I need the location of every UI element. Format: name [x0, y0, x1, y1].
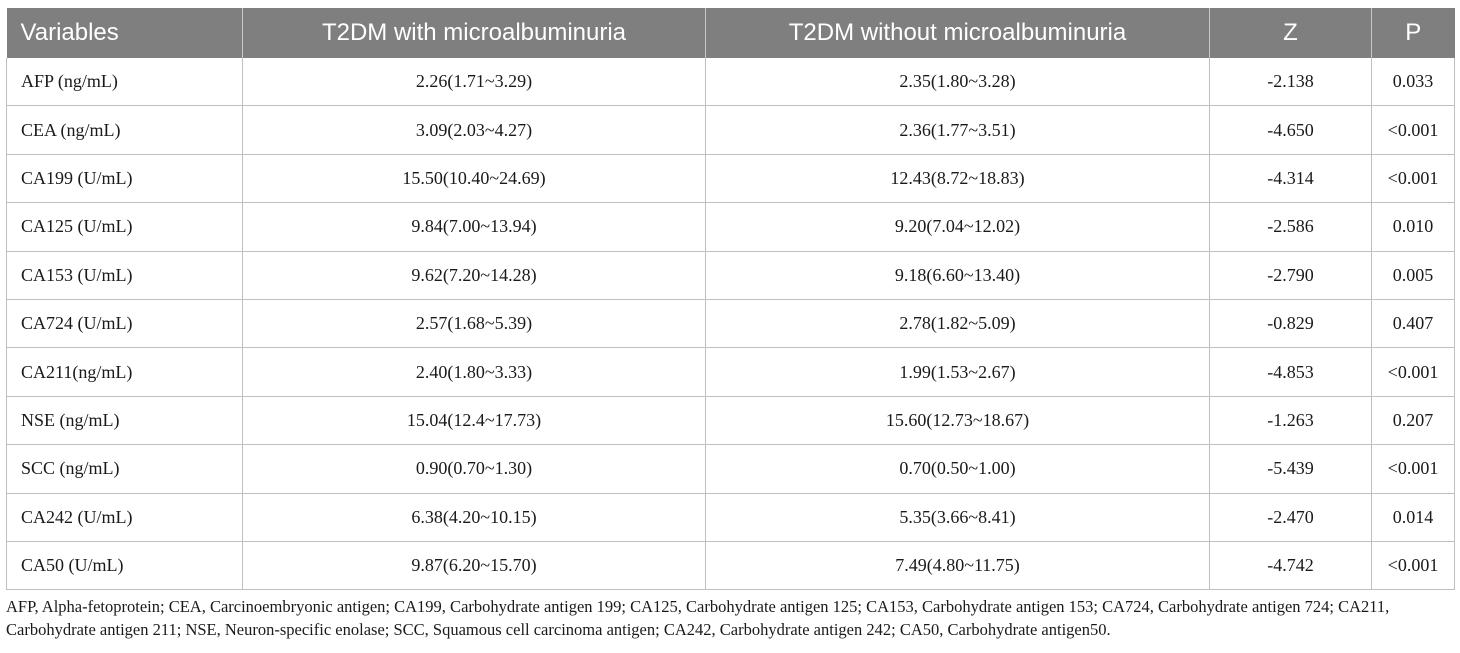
table-row: CA153 (U/mL) 9.62(7.20~14.28) 9.18(6.60~… [6, 251, 1455, 300]
cell-without: 2.35(1.80~3.28) [705, 58, 1210, 107]
cell-without: 2.78(1.82~5.09) [705, 299, 1210, 349]
cell-z: -2.586 [1209, 202, 1372, 252]
cell-p: 0.010 [1371, 202, 1455, 252]
table-footnote: AFP, Alpha-fetoprotein; CEA, Carcinoembr… [6, 597, 1390, 639]
cell-without: 7.49(4.80~11.75) [705, 541, 1210, 591]
cell-z: -2.470 [1209, 493, 1372, 542]
cell-with: 6.38(4.20~10.15) [242, 493, 706, 542]
table-row: CA125 (U/mL) 9.84(7.00~13.94) 9.20(7.04~… [6, 202, 1455, 252]
table-row: CEA (ng/mL) 3.09(2.03~4.27) 2.36(1.77~3.… [6, 105, 1455, 155]
cell-variable: AFP (ng/mL) [6, 58, 243, 107]
cell-z: -1.263 [1209, 396, 1372, 446]
cell-variable: CA50 (U/mL) [6, 541, 243, 591]
cell-p: 0.005 [1371, 251, 1455, 300]
cell-with: 0.90(0.70~1.30) [242, 444, 706, 494]
table-row: CA242 (U/mL) 6.38(4.20~10.15) 5.35(3.66~… [6, 493, 1455, 542]
cell-variable: CA724 (U/mL) [6, 299, 243, 349]
cell-p: <0.001 [1371, 347, 1455, 397]
cell-with: 3.09(2.03~4.27) [242, 105, 706, 155]
cell-p: <0.001 [1371, 105, 1455, 155]
header-row: Variables T2DM with microalbuminuria T2D… [6, 8, 1455, 58]
cell-p: 0.407 [1371, 299, 1455, 349]
cell-variable: CA125 (U/mL) [6, 202, 243, 252]
table-row: AFP (ng/mL) 2.26(1.71~3.29) 2.35(1.80~3.… [6, 58, 1455, 107]
cell-variable: CA211(ng/mL) [6, 347, 243, 397]
table-row: CA724 (U/mL) 2.57(1.68~5.39) 2.78(1.82~5… [6, 299, 1455, 349]
cell-z: -4.650 [1209, 105, 1372, 155]
cell-p: 0.033 [1371, 58, 1455, 107]
header-p: P [1371, 8, 1455, 58]
cell-variable: CA199 (U/mL) [6, 154, 243, 204]
cell-variable: CA242 (U/mL) [6, 493, 243, 542]
cell-with: 9.84(7.00~13.94) [242, 202, 706, 252]
cell-without: 9.20(7.04~12.02) [705, 202, 1210, 252]
table-row: NSE (ng/mL) 15.04(12.4~17.73) 15.60(12.7… [6, 396, 1455, 446]
cell-variable: NSE (ng/mL) [6, 396, 243, 446]
cell-without: 12.43(8.72~18.83) [705, 154, 1210, 204]
cell-p: <0.001 [1371, 444, 1455, 494]
cell-with: 2.26(1.71~3.29) [242, 58, 706, 107]
cell-with: 2.57(1.68~5.39) [242, 299, 706, 349]
cell-with: 9.62(7.20~14.28) [242, 251, 706, 300]
cell-z: -5.439 [1209, 444, 1372, 494]
cell-p: <0.001 [1371, 541, 1455, 591]
cell-variable: SCC (ng/mL) [6, 444, 243, 494]
cell-without: 2.36(1.77~3.51) [705, 105, 1210, 155]
cell-without: 15.60(12.73~18.67) [705, 396, 1210, 446]
cell-variable: CA153 (U/mL) [6, 251, 243, 300]
cell-with: 15.50(10.40~24.69) [242, 154, 706, 204]
cell-z: -4.742 [1209, 541, 1372, 591]
table-row: CA211(ng/mL) 2.40(1.80~3.33) 1.99(1.53~2… [6, 347, 1455, 397]
cell-z: -4.314 [1209, 154, 1372, 204]
header-variables: Variables [6, 8, 243, 58]
cell-p: 0.014 [1371, 493, 1455, 542]
table-row: CA50 (U/mL) 9.87(6.20~15.70) 7.49(4.80~1… [6, 541, 1455, 591]
results-table-container: Variables T2DM with microalbuminuria T2D… [6, 8, 1455, 591]
cell-without: 9.18(6.60~13.40) [705, 251, 1210, 300]
header-z: Z [1209, 8, 1372, 58]
results-table: Variables T2DM with microalbuminuria T2D… [6, 8, 1455, 591]
cell-p: 0.207 [1371, 396, 1455, 446]
cell-without: 5.35(3.66~8.41) [705, 493, 1210, 542]
table-row: CA199 (U/mL) 15.50(10.40~24.69) 12.43(8.… [6, 154, 1455, 204]
cell-with: 9.87(6.20~15.70) [242, 541, 706, 591]
cell-variable: CEA (ng/mL) [6, 105, 243, 155]
cell-with: 2.40(1.80~3.33) [242, 347, 706, 397]
cell-z: -0.829 [1209, 299, 1372, 349]
cell-with: 15.04(12.4~17.73) [242, 396, 706, 446]
cell-p: <0.001 [1371, 154, 1455, 204]
cell-without: 0.70(0.50~1.00) [705, 444, 1210, 494]
table-row: SCC (ng/mL) 0.90(0.70~1.30) 0.70(0.50~1.… [6, 444, 1455, 494]
cell-z: -2.138 [1209, 58, 1372, 107]
cell-without: 1.99(1.53~2.67) [705, 347, 1210, 397]
header-with-microalbuminuria: T2DM with microalbuminuria [242, 8, 706, 58]
cell-z: -4.853 [1209, 347, 1372, 397]
cell-z: -2.790 [1209, 251, 1372, 300]
header-without-microalbuminuria: T2DM without microalbuminuria [705, 8, 1210, 58]
